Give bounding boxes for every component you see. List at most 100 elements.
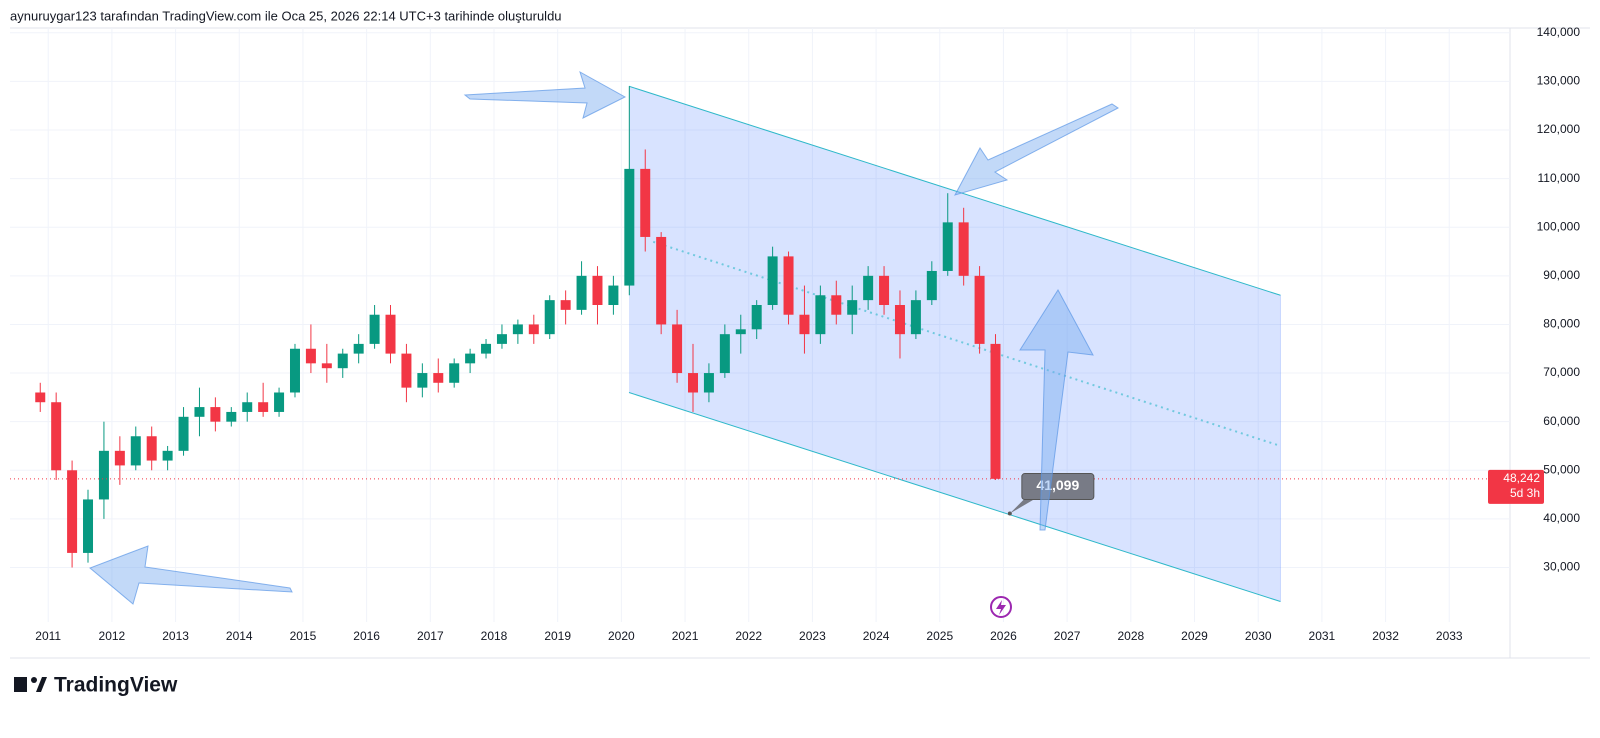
- candle-body: [98, 450, 109, 500]
- logo-icon: [31, 677, 37, 683]
- x-tick-label: 2031: [1309, 629, 1336, 643]
- candle-body: [417, 373, 428, 388]
- y-tick-label: 70,000: [1543, 365, 1580, 379]
- candle-body: [496, 334, 507, 344]
- candle-body: [528, 324, 539, 335]
- channel-fill: [629, 86, 1281, 602]
- arrow: [1019, 289, 1094, 531]
- candle-body: [544, 300, 555, 335]
- candle-body: [226, 411, 237, 422]
- candle-body: [51, 402, 62, 471]
- x-tick-label: 2026: [990, 629, 1017, 643]
- candle-body: [640, 168, 651, 237]
- candle-body: [958, 222, 969, 276]
- candle-body: [974, 275, 985, 344]
- candle-body: [194, 407, 205, 417]
- channel-lower: [628, 392, 1281, 603]
- x-tick-label: 2019: [544, 629, 571, 643]
- x-tick-label: 2022: [735, 629, 762, 643]
- x-tick-label: 2027: [1054, 629, 1081, 643]
- candle-body: [879, 275, 890, 305]
- y-tick-label: 40,000: [1543, 511, 1580, 525]
- candle-body: [353, 343, 364, 354]
- arrow: [463, 70, 627, 119]
- candle-body: [481, 343, 492, 354]
- y-tick-label: 120,000: [1537, 122, 1581, 136]
- x-tick-label: 2018: [481, 629, 508, 643]
- arrow: [89, 545, 293, 605]
- y-tick-label: 130,000: [1537, 74, 1581, 88]
- logo-icon: [36, 677, 47, 692]
- candle-body: [385, 314, 396, 354]
- y-tick-label: 110,000: [1538, 171, 1581, 185]
- candle-body: [656, 236, 667, 325]
- candle-body: [751, 305, 762, 330]
- flash-icon[interactable]: [990, 596, 1012, 618]
- candle-body: [178, 416, 189, 451]
- candle-body: [783, 256, 794, 315]
- annotation-box: [1021, 473, 1095, 501]
- candle-body: [274, 392, 285, 412]
- candle-body: [847, 300, 858, 315]
- candle-body: [242, 402, 253, 412]
- candle-body: [560, 300, 571, 310]
- annotation-pointer: [1009, 499, 1034, 514]
- candle-body: [83, 499, 94, 553]
- candle-body: [894, 305, 905, 335]
- candle-body: [672, 324, 683, 374]
- candle-body: [210, 407, 221, 422]
- x-tick-label: 2012: [99, 629, 126, 643]
- x-tick-label: 2016: [353, 629, 380, 643]
- channel-mid: [652, 240, 1281, 447]
- candle-body: [815, 295, 826, 335]
- annotation-label: 41,099: [1036, 477, 1079, 493]
- candle-body: [624, 168, 635, 286]
- candle-body: [433, 373, 444, 383]
- channel-upper: [628, 85, 1281, 296]
- candle-body: [990, 343, 1001, 479]
- candle-body: [130, 436, 141, 466]
- x-tick-label: 2011: [35, 629, 61, 643]
- candle-body: [337, 353, 348, 369]
- x-tick-label: 2015: [290, 629, 317, 643]
- candle-body: [369, 314, 380, 344]
- candle-body: [767, 256, 778, 305]
- logo-icon: [14, 677, 27, 692]
- flash-icon[interactable]: [990, 596, 1012, 618]
- x-tick-label: 2020: [608, 629, 635, 643]
- flash-icon[interactable]: [996, 600, 1006, 615]
- y-tick-label: 100,000: [1537, 219, 1581, 233]
- candle-body: [67, 470, 78, 553]
- x-tick-label: 2023: [799, 629, 826, 643]
- y-tick-label: 80,000: [1543, 317, 1580, 331]
- candle-body: [910, 300, 921, 335]
- candle-body: [401, 353, 412, 388]
- y-tick-label: 90,000: [1543, 268, 1580, 282]
- candle-body: [289, 348, 300, 393]
- x-tick-label: 2013: [162, 629, 189, 643]
- x-tick-label: 2033: [1436, 629, 1463, 643]
- candle-body: [863, 275, 874, 301]
- candle-body: [512, 324, 523, 335]
- candle-body: [305, 348, 316, 364]
- candle-body: [258, 402, 269, 412]
- x-tick-label: 2032: [1372, 629, 1399, 643]
- x-tick-label: 2021: [672, 629, 699, 643]
- candle-body: [592, 275, 603, 305]
- candle-body: [831, 295, 842, 315]
- candle-body: [35, 392, 46, 403]
- x-tick-label: 2030: [1245, 629, 1272, 643]
- y-tick-label: 50,000: [1543, 462, 1580, 476]
- logo-text: TradingView: [54, 674, 178, 697]
- candle-body: [926, 270, 937, 301]
- plot: 30,000 40,000 50,000 60,000 70,000 80,000 90,0…: [10, 25, 1580, 643]
- arrow: [954, 103, 1119, 196]
- candle-body: [799, 314, 810, 335]
- decor-arrows: [89, 70, 1119, 605]
- logo: TradingView: [14, 674, 178, 697]
- candle-body: [608, 285, 619, 305]
- y-tick-label: 140,000: [1537, 25, 1581, 39]
- x-tick-label: 2017: [417, 629, 444, 643]
